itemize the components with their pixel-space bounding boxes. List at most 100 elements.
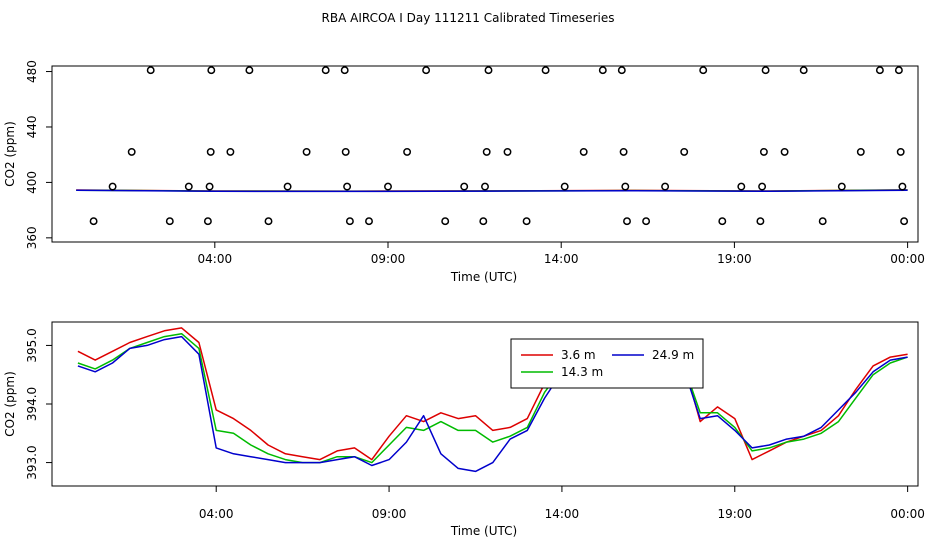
- bottom-x-tick-label-3: 19:00: [717, 507, 752, 521]
- bottom-x-tick-label-1: 09:00: [372, 507, 407, 521]
- bottom-x-tick-label-2: 14:00: [545, 507, 580, 521]
- top-point-43: [699, 66, 708, 75]
- legend-label-14.3m: 14.3 m: [561, 365, 603, 379]
- top-x-tick-label-3: 19:00: [717, 252, 752, 266]
- top-point-28: [482, 147, 491, 156]
- top-point-48: [759, 147, 768, 156]
- chart-bottom-co2-timeseries: 04:00 09:00 14:00 19:00 00:00 393.0 394.0 395.…: [3, 321, 925, 538]
- top-point-50: [780, 147, 789, 156]
- legend-box: [510, 338, 704, 389]
- bottom-series-group: [77, 327, 908, 473]
- top-line-series-group: [76, 189, 908, 193]
- bottom-x-tick-label-4: 00:00: [890, 507, 925, 521]
- top-point-54: [856, 147, 865, 156]
- top-point-23: [422, 66, 431, 75]
- top-y-tick-label-2: 440: [25, 116, 39, 139]
- top-point-29: [484, 66, 493, 75]
- bottom-plot-frame: [51, 321, 919, 487]
- top-point-12: [264, 217, 273, 226]
- top-point-21: [384, 182, 392, 191]
- bottom-series-249m: [77, 335, 908, 473]
- top-point-17: [341, 147, 350, 156]
- bottom-y-axis-label: CO2 (ppm): [3, 371, 17, 437]
- top-point-14: [302, 147, 311, 156]
- top-point-10: [226, 147, 235, 156]
- top-point-31: [522, 217, 531, 226]
- bottom-y-axis: 393.0 394.0 395.0: [25, 328, 52, 480]
- top-scatter-points-group: [89, 66, 909, 226]
- top-point-0: [89, 217, 98, 226]
- top-point-25: [460, 182, 469, 191]
- top-point-40: [642, 217, 651, 226]
- top-y-tick-label-3: 480: [25, 60, 39, 83]
- top-point-39: [623, 217, 631, 226]
- top-point-51: [799, 66, 808, 75]
- top-x-axis: 04:00 09:00 14:00 19:00 00:00: [198, 242, 925, 266]
- top-series-249m: [76, 189, 908, 193]
- top-point-16: [340, 66, 349, 75]
- top-point-44: [718, 217, 727, 226]
- top-point-55: [875, 66, 884, 75]
- top-point-5: [184, 182, 193, 191]
- top-point-1: [108, 182, 117, 191]
- top-point-38: [621, 182, 630, 191]
- top-point-45: [737, 182, 746, 191]
- top-point-49: [761, 66, 770, 75]
- bottom-y-tick-label-2: 395.0: [25, 328, 39, 362]
- top-point-20: [365, 217, 373, 226]
- top-y-axis: 360 400 440 480: [25, 60, 52, 249]
- top-point-24: [441, 217, 450, 226]
- bottom-y-tick-label-1: 394.0: [25, 387, 39, 421]
- legend-label-24.9m: 24.9 m: [652, 348, 694, 362]
- top-point-36: [617, 66, 626, 75]
- top-point-34: [579, 147, 588, 156]
- top-y-tick-label-0: 360: [25, 226, 39, 249]
- top-point-57: [896, 147, 905, 156]
- top-point-15: [321, 66, 330, 75]
- top-point-9: [207, 66, 216, 75]
- chart-top-co2-scatter: 04:00 09:00 14:00 19:00 00:00 360 400 440 480 T…: [3, 60, 925, 284]
- top-x-axis-label: Time (UTC): [450, 270, 517, 284]
- top-point-8: [206, 147, 215, 156]
- top-x-tick-label-4: 00:00: [890, 252, 925, 266]
- bottom-x-axis: 04:00 09:00 14:00 19:00 00:00: [199, 486, 925, 521]
- top-point-56: [894, 66, 903, 75]
- bottom-y-tick-label-0: 393.0: [25, 445, 39, 479]
- top-x-tick-label-0: 04:00: [198, 252, 233, 266]
- top-point-32: [541, 66, 550, 75]
- legend: 3.6 m 24.9 m 14.3 m: [510, 338, 704, 389]
- top-point-18: [343, 182, 352, 191]
- top-point-37: [619, 147, 628, 156]
- top-point-2: [127, 147, 136, 156]
- top-point-47: [758, 182, 767, 191]
- top-point-35: [598, 66, 607, 75]
- top-point-7: [205, 182, 214, 191]
- bottom-series-143m: [77, 332, 908, 464]
- top-point-52: [818, 217, 827, 226]
- top-point-42: [680, 147, 689, 156]
- legend-label-3.6m: 3.6 m: [561, 348, 596, 362]
- figure-title: RBA AIRCOA I Day 111211 Calibrated Times…: [322, 11, 615, 25]
- top-point-19: [345, 217, 354, 226]
- top-point-6: [203, 217, 212, 226]
- top-point-4: [165, 217, 174, 226]
- top-point-11: [245, 66, 254, 75]
- top-y-tick-label-1: 400: [25, 171, 39, 194]
- top-point-3: [146, 66, 155, 75]
- top-y-axis-label: CO2 (ppm): [3, 121, 17, 187]
- top-point-41: [661, 182, 670, 191]
- bottom-x-axis-label: Time (UTC): [450, 524, 517, 538]
- top-point-13: [283, 182, 292, 191]
- bottom-series-36m: [77, 327, 908, 461]
- bottom-x-tick-label-0: 04:00: [199, 507, 234, 521]
- top-plot-frame: [51, 65, 919, 243]
- top-point-27: [481, 182, 489, 191]
- top-x-tick-label-1: 09:00: [371, 252, 406, 266]
- top-point-30: [503, 147, 512, 156]
- top-x-tick-label-2: 14:00: [544, 252, 579, 266]
- top-point-33: [560, 182, 569, 191]
- top-point-22: [403, 147, 412, 156]
- top-point-59: [900, 217, 909, 226]
- top-point-58: [898, 182, 907, 191]
